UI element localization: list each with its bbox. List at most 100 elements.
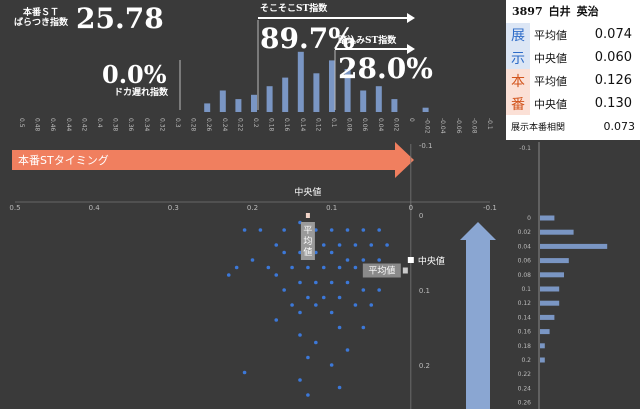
scatter-point [282,228,286,232]
scatter-point [234,265,239,270]
scatter-point [314,303,318,307]
variance-label-line1: 本番ＳＴ [22,8,59,18]
scatter-point [274,318,279,322]
moderate-st-label: そこそこST指数 [260,4,328,14]
top-histogram-tick: 0.48 [34,118,41,132]
scatter-axes: 0.5 0.4 0.3 0.2 0.1 0 -0.1 -0.1 0 0.1 0.2 [9,142,497,409]
aggressive-st-value: 28.0% [338,52,433,85]
top-histogram-tick: 0.2 [252,118,259,128]
scatter-point [242,370,247,375]
top-histogram-tick: 0.14 [299,118,306,132]
racer-given-name: 英治 [576,5,599,18]
top-histogram-tick: -0.08 [470,118,477,134]
side-histogram-tick: 0.18 [518,343,532,350]
side-histogram-bar [540,215,555,221]
scatter-point [345,280,350,285]
scatter-point [314,280,318,285]
exhibition-median-value: 0.060 [594,50,632,65]
scatter-point [329,363,334,367]
race-stats: 本 番 平均値 0.126 中央値 0.130 [506,69,640,115]
top-histogram-tick: 0.08 [346,118,353,132]
variance-label: 本番ＳＴ ばらつき指数 [10,8,72,28]
scatter-point [345,228,350,232]
scatter-point [290,303,294,307]
scatter-point [298,378,302,382]
scatter-point [353,265,358,270]
scatter-point [298,310,302,315]
st-scatter-plot: 0.5 0.4 0.3 0.2 0.1 0 -0.1-0.100.10.2 中央値平均値中央… [9,142,497,409]
race-median-label: 中央値 [534,97,567,111]
late-start-value: 0.0% [102,60,167,89]
exhibition-stats: 展 示 平均値 0.074 中央値 0.060 [506,23,640,69]
side-histogram-tick: 0.24 [518,385,532,392]
exhibition-tag-char-2: 示 [511,50,525,67]
scatter-point [274,273,279,277]
top-histogram-bar [329,60,335,112]
top-histogram-tick: 0.1 [330,118,337,128]
top-histogram-bar [219,90,226,112]
scatter-point [329,280,334,285]
top-histogram-tick: 0.32 [158,118,165,132]
race-st-arrow-label: 本番STタイミング [18,154,109,167]
side-histogram-tick: 0.1 [521,286,531,293]
side-histogram-tick: 0.26 [518,400,532,407]
scatter-point [329,310,334,315]
top-histogram-bar [360,90,367,112]
top-histogram-bar [235,99,242,112]
scatter-point [306,355,310,360]
side-histogram-bar [540,314,555,320]
scatter-point [337,243,342,247]
scatter-point [314,228,318,232]
race-median-value: 0.130 [594,96,632,111]
exhibition-mean-row: 平均値 0.074 [534,23,638,46]
top-histogram-bar [266,86,273,112]
top-histogram-tick: 0.02 [392,118,399,132]
side-histogram-bar [540,343,545,349]
scatter-point [377,288,381,292]
scatter-x-tick: 0.4 [89,204,101,212]
scatter-point [337,385,342,390]
scatter-point [242,228,247,232]
side-histogram-bar [540,272,564,278]
side-histogram-tick: 0.08 [518,272,532,279]
top-histogram-tick: 0.28 [190,118,197,132]
side-histogram-bar [540,357,545,363]
race-mean-value: 0.126 [594,73,632,88]
race-median-row: 中央値 0.130 [534,92,638,115]
scatter-point [298,220,302,225]
race-mean-box [300,222,315,260]
correlation-row: 展示本番相関 0.073 [506,115,640,137]
scatter-point [329,228,334,232]
race-tag: 本 番 [506,69,530,115]
side-histogram-bar [540,243,608,249]
exhibition-median-label: 中央値 [534,51,567,65]
top-histogram-tick: 0.38 [112,118,119,132]
top-histogram-bar [375,86,382,112]
top-histogram-tick: -0.02 [424,118,431,134]
scatter-point [377,228,381,232]
scatter-point [353,303,358,307]
racer-id: 3897 [512,4,543,18]
scatter-y-tick: 0 [419,212,423,220]
top-histogram-tick: 0.5 [18,118,25,128]
scatter-point [361,258,366,262]
scatter-point [353,243,358,247]
race-mean-label-char: 平 [303,225,312,236]
scatter-point [290,265,294,270]
top-histogram-tick: 0.4 [96,118,103,128]
exhibit-st-arrow [460,222,496,409]
scatter-x-tick: 0.2 [247,204,258,212]
scatter-y-tick: 0.2 [419,362,430,370]
top-histogram-tick: 0.16 [283,118,290,132]
side-histogram-bar [540,286,560,292]
side-histogram-tick: 0.06 [518,258,532,265]
side-histogram-tick: 0.22 [518,371,532,378]
scatter-point [298,280,302,285]
scatter-point [298,250,302,255]
scatter-point [361,288,366,292]
scatter-point [250,258,255,262]
top-histogram-bar [282,77,289,112]
top-histogram-tick: 0.3 [174,118,181,128]
top-histogram-bar [251,94,257,112]
